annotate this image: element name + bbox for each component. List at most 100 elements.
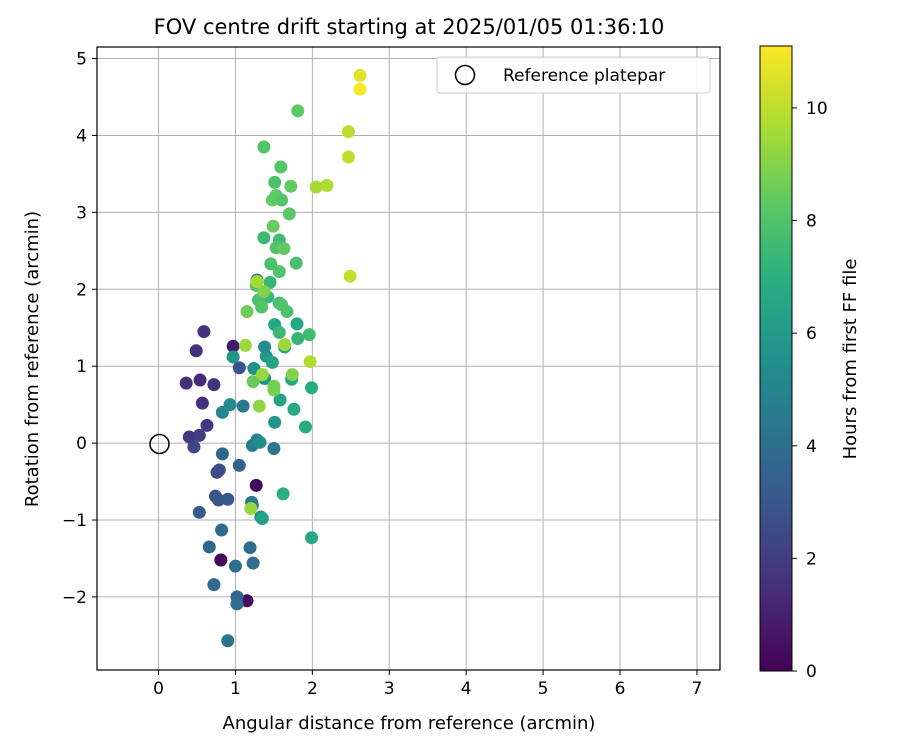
data-point — [179, 376, 193, 390]
legend: Reference platepar — [436, 56, 711, 94]
y-tick-label: 2 — [76, 280, 87, 300]
colorbar-tick-label: 2 — [806, 549, 817, 569]
data-point — [240, 305, 254, 319]
data-point — [273, 393, 287, 407]
y-axis-label: Rotation from reference (arcmin) — [22, 211, 43, 507]
data-point — [309, 180, 323, 194]
x-tick-label: 5 — [538, 679, 549, 699]
y-tick-label: 3 — [76, 203, 87, 223]
data-point — [215, 523, 229, 537]
data-point — [265, 355, 279, 369]
data-point — [189, 344, 203, 358]
data-point — [223, 398, 237, 412]
data-point — [192, 505, 206, 519]
y-tick-label: 4 — [76, 126, 87, 146]
data-point — [197, 325, 211, 339]
data-point — [291, 332, 305, 346]
data-point — [226, 350, 240, 364]
data-point — [195, 396, 209, 410]
data-point — [285, 368, 299, 382]
data-point — [255, 300, 269, 314]
data-point — [342, 125, 356, 139]
colorbar-tick-label: 0 — [806, 662, 817, 682]
y-tick-label: 5 — [76, 50, 87, 70]
data-point — [268, 415, 282, 429]
data-point — [207, 378, 221, 392]
x-tick-label: 6 — [615, 679, 626, 699]
data-point — [289, 256, 303, 270]
data-point — [250, 275, 264, 289]
data-point — [207, 578, 221, 592]
data-point — [277, 242, 291, 256]
x-axis-ticks: 0 1 2 3 4 5 6 7 — [153, 670, 702, 699]
data-point — [230, 597, 244, 611]
data-point — [249, 478, 263, 492]
data-point — [353, 82, 367, 96]
colorbar-ticks: 0 2 4 6 8 10 — [792, 99, 828, 682]
data-point — [182, 430, 196, 444]
data-point — [187, 440, 201, 454]
data-point — [257, 231, 271, 245]
x-tick-label: 4 — [461, 679, 472, 699]
data-point — [258, 340, 272, 354]
data-point — [278, 338, 292, 352]
data-point — [287, 402, 301, 416]
data-point — [253, 435, 267, 449]
data-point — [257, 140, 271, 154]
data-point — [255, 511, 269, 525]
y-tick-label: 0 — [76, 434, 87, 454]
data-point — [246, 375, 260, 389]
data-point — [353, 68, 367, 82]
data-point — [267, 441, 281, 455]
x-tick-label: 2 — [307, 679, 318, 699]
data-point — [274, 160, 288, 174]
data-point — [232, 458, 246, 472]
colorbar-label: Hours from first FF file — [840, 259, 861, 460]
legend-marker-icon — [454, 64, 476, 86]
y-tick-label: 1 — [76, 357, 87, 377]
data-point — [240, 594, 254, 608]
data-point — [244, 501, 258, 515]
data-point — [276, 487, 290, 501]
data-point — [228, 559, 242, 573]
data-point — [264, 257, 278, 271]
colorbar: 0 2 4 6 8 10 Hours from first FF file — [759, 45, 861, 682]
data-point — [268, 175, 282, 189]
data-point — [305, 531, 319, 545]
data-point — [232, 361, 246, 375]
data-point — [193, 373, 207, 387]
chart-title: FOV centre drift starting at 2025/01/05 … — [154, 15, 665, 39]
colorbar-tick-label: 4 — [806, 437, 817, 457]
data-point — [238, 338, 252, 352]
data-point — [280, 305, 294, 319]
data-point — [210, 465, 224, 479]
colorbar-gradient — [759, 45, 793, 672]
x-axis-label: Angular distance from reference (arcmin) — [223, 713, 596, 734]
data-point — [221, 492, 235, 506]
y-tick-label: −1 — [62, 511, 87, 531]
data-point — [267, 379, 281, 393]
data-point — [215, 447, 229, 461]
x-tick-label: 7 — [692, 679, 703, 699]
data-point — [221, 634, 235, 648]
data-point — [284, 179, 298, 193]
data-point — [298, 420, 312, 434]
data-point — [246, 556, 260, 570]
data-point — [202, 540, 216, 554]
colorbar-tick-label: 10 — [806, 99, 828, 119]
data-point — [214, 553, 228, 567]
data-point — [200, 418, 214, 432]
data-point — [290, 317, 304, 331]
grid-lines — [97, 47, 720, 670]
data-point — [291, 104, 305, 118]
data-point — [303, 355, 317, 369]
data-point — [342, 150, 356, 164]
data-point — [305, 381, 319, 395]
data-point — [272, 325, 286, 339]
reference-platepar-marker — [149, 433, 170, 455]
legend-box — [436, 56, 711, 94]
x-tick-label: 0 — [153, 679, 164, 699]
data-point — [272, 265, 286, 279]
data-point — [282, 207, 296, 221]
